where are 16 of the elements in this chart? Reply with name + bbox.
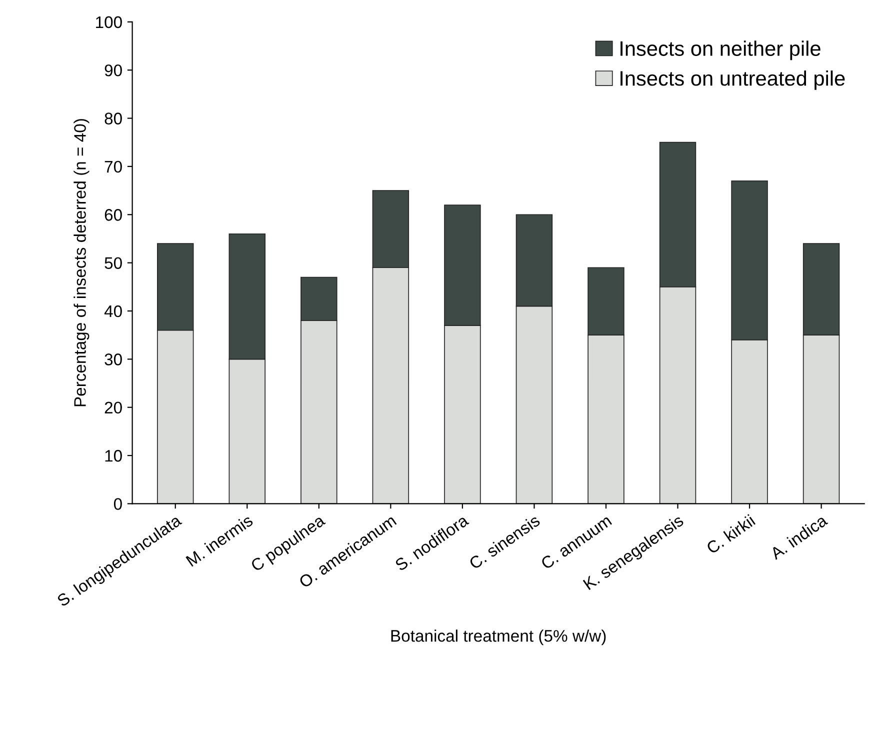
legend-label: Insects on neither pile — [620, 40, 820, 60]
y-tick-label: 10 — [105, 450, 122, 462]
y-tick-label: 40 — [104, 305, 122, 318]
y-tick-label: 60 — [104, 209, 122, 221]
y-axis-title: Percentage of insects deterred (n = 40) — [74, 119, 90, 406]
y-tick-label: 70 — [104, 160, 122, 173]
y-tick-label: 90 — [104, 64, 122, 76]
y-tick-label: 100 — [96, 16, 122, 28]
x-axis-title: Botanical treatment (5% w/w) — [391, 630, 606, 646]
y-tick-label: 80 — [104, 112, 122, 124]
x-tick-label: C. kirkii — [705, 514, 756, 554]
y-tick-label: 50 — [104, 257, 122, 270]
y-tick-label: 20 — [104, 402, 122, 414]
y-tick-label: 30 — [104, 354, 122, 366]
y-tick-label: 0 — [114, 498, 122, 510]
legend-label: Insects on untreated pile — [620, 70, 845, 90]
